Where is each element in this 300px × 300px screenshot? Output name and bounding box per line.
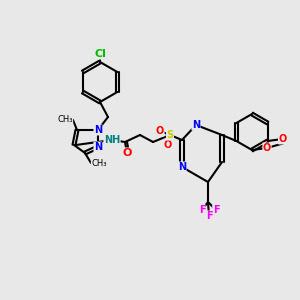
Text: Cl: Cl <box>94 49 106 59</box>
Text: N: N <box>178 162 186 172</box>
Text: CH₃: CH₃ <box>91 158 106 167</box>
Text: F: F <box>213 205 219 215</box>
Text: F: F <box>199 205 205 215</box>
Text: F: F <box>206 211 212 221</box>
Text: O: O <box>263 143 271 153</box>
Text: O: O <box>156 126 164 136</box>
Text: N: N <box>94 125 102 135</box>
Text: CH₃: CH₃ <box>58 116 73 124</box>
Text: N: N <box>192 120 200 130</box>
Text: NH: NH <box>104 135 120 145</box>
Text: S: S <box>167 130 174 140</box>
Text: N: N <box>94 142 102 152</box>
Text: O: O <box>164 140 172 150</box>
Text: O: O <box>122 148 132 158</box>
Text: O: O <box>278 134 287 144</box>
